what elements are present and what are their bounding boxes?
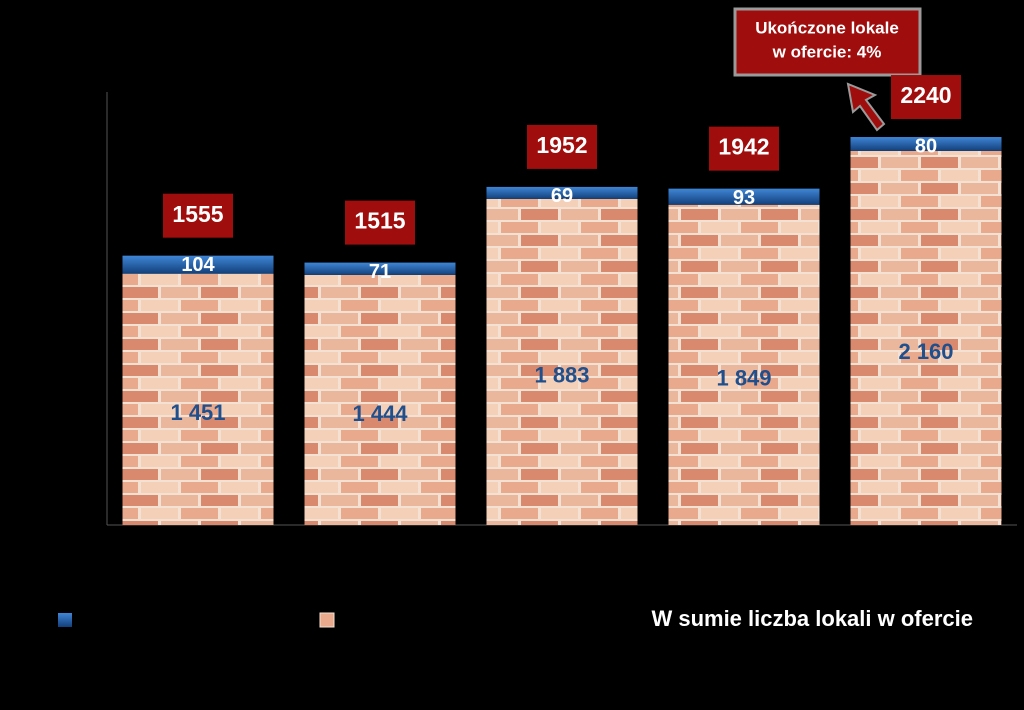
total-label: 1555 [172,201,223,227]
value-label: 1 883 [534,363,589,388]
total-box [709,126,779,171]
bar-segment [122,273,274,525]
bar-segment [122,255,274,274]
value-label: 1 451 [170,400,225,425]
legend-swatch [319,612,335,628]
legend-swatch [58,613,72,627]
bar-segment [668,188,820,205]
bar-segment [668,204,820,525]
bar-segment [304,262,456,275]
bar-segment [486,198,638,526]
bar-segment [304,274,456,525]
annotation-box [733,7,922,77]
value-label: 2 160 [898,339,953,364]
total-label: 1952 [536,132,587,158]
value-label: 104 [181,254,215,276]
total-label: 1515 [354,208,405,234]
annotation: w ofercie: 4% [772,42,882,61]
total-label: 1942 [718,134,769,160]
total-box [345,200,415,245]
total-label: 2240 [900,82,951,108]
value-label: 71 [369,261,391,283]
value-label: 93 [733,187,755,209]
value-label: 80 [915,135,937,157]
annotation-arrow [846,82,886,132]
bar-segment [850,137,1002,151]
bar-segment [850,150,1002,525]
value-label: 1 444 [352,401,408,426]
annotation: Ukończone lokale [755,18,899,37]
bar-segment [486,186,638,199]
legend-label: W sumie liczba lokali w ofercie [651,606,973,631]
total-box [527,124,597,169]
total-box [891,75,961,120]
value-label: 69 [551,185,573,207]
value-label: 1 849 [716,366,771,391]
total-box [163,193,233,238]
